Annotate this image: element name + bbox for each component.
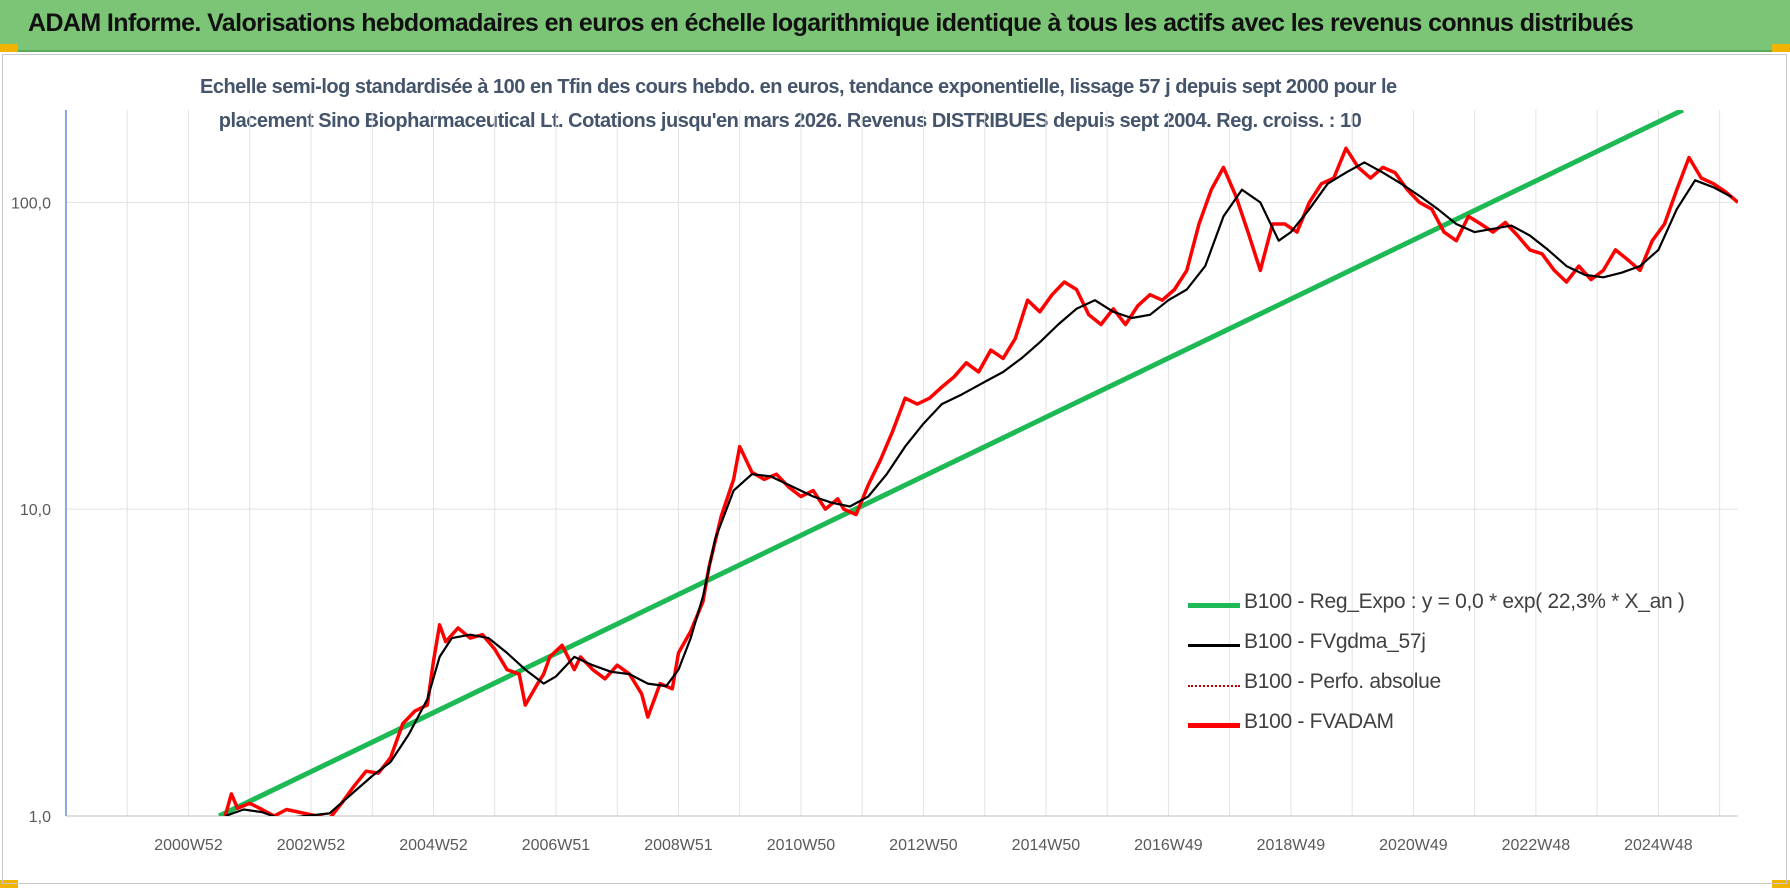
corner-marker [1772,880,1790,888]
legend-swatch-absolute [1188,685,1240,687]
x-tick-label: 2014W50 [1012,837,1081,854]
x-tick-label: 2010W50 [767,837,836,854]
x-tick-label: 2000W52 [154,837,223,854]
corner-marker [1772,44,1790,52]
title-banner: ADAM Informe. Valorisations hebdomadaire… [0,0,1790,52]
y-tick-label: 10,0 [20,502,51,519]
legend-swatch-regression [1188,603,1240,608]
legend-swatch-fvadam [1188,723,1240,728]
legend-swatch-smoothed [1188,644,1240,647]
chart-title-line-1: Echelle semi-log standardisée à 100 en T… [200,76,1397,98]
x-tick-label: 2020W49 [1379,837,1448,854]
page-title: ADAM Informe. Valorisations hebdomadaire… [28,9,1634,37]
y-tick-label: 1,0 [29,809,51,826]
series-line-smoothed [224,161,1733,816]
x-tick-label: 2012W50 [889,837,958,854]
x-tick-label: 2024W48 [1624,837,1693,854]
series-line-fvadam [223,146,1738,816]
x-tick-label: 2008W51 [644,837,713,854]
legend-label-absolute: B100 - Perfo. absolue [1244,670,1441,693]
chart-frame [2,54,1787,884]
corner-marker [0,880,18,888]
y-tick-label: 100,0 [11,195,51,212]
x-tick-label: 2022W48 [1502,837,1571,854]
x-tick-label: 2004W52 [399,837,468,854]
legend-label-regression: B100 - Reg_Expo : y = 0,0 * exp( 22,3% *… [1244,590,1685,613]
x-tick-label: 2016W49 [1134,837,1203,854]
chart-title-line-2: placement Sino Biopharmaceutical Lt. Cot… [218,110,1362,132]
legend-label-smoothed: B100 - FVgdma_57j [1244,630,1426,653]
series-line-regression [218,110,1684,816]
x-tick-label: 2006W51 [522,837,591,854]
legend-label-fvadam: B100 - FVADAM [1244,710,1394,733]
corner-marker [0,44,18,52]
x-tick-label: 2002W52 [277,837,346,854]
x-tick-label: 2018W49 [1257,837,1326,854]
